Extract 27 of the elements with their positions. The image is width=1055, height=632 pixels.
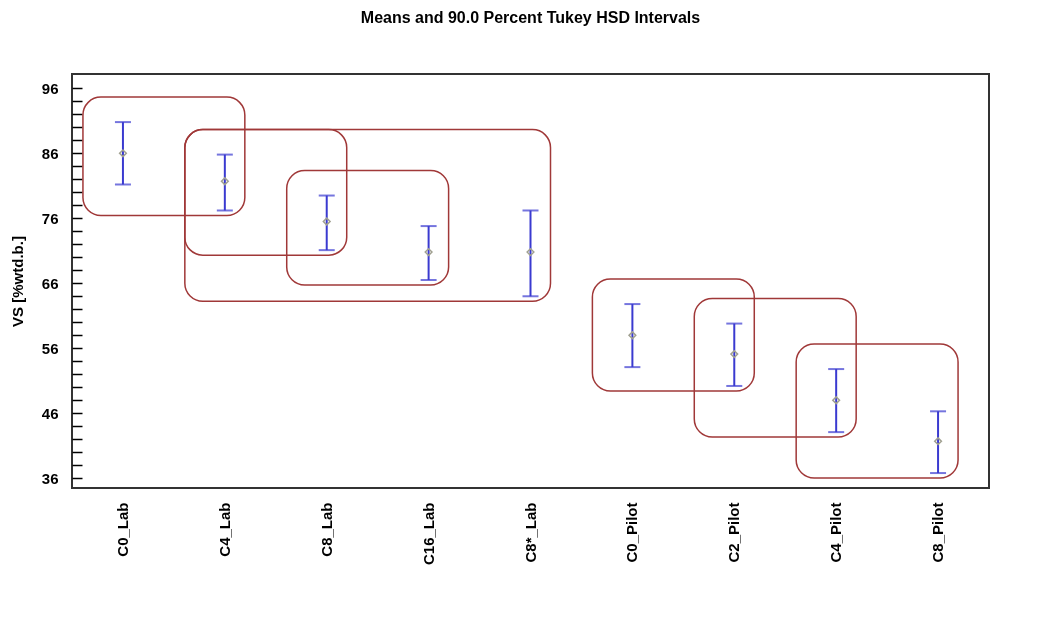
- y-tick-label: 66: [41, 274, 59, 292]
- x-tick-label: C8_Pilot: [929, 502, 947, 563]
- point: [118, 149, 128, 158]
- y-tick-label: 46: [41, 404, 59, 422]
- chart-title: Means and 90.0 Percent Tukey HSD Intervals: [360, 9, 701, 26]
- point: [832, 396, 841, 405]
- point: [220, 177, 229, 186]
- x-tick-label: C4_Lab: [215, 502, 233, 557]
- x-tick-label: C0_Pilot: [623, 502, 641, 563]
- point: [730, 350, 739, 359]
- x-tick-label: C0_Lab: [113, 502, 131, 557]
- x-tick-label: C16_Lab: [419, 502, 437, 566]
- point: [424, 247, 433, 257]
- y-axis-title: VS [%wtd.b.]: [8, 236, 26, 327]
- point: [933, 437, 943, 446]
- point: [322, 217, 331, 226]
- point: [628, 331, 637, 340]
- y-tick-label: 36: [41, 469, 59, 487]
- x-tick-label: C8_Lab: [317, 502, 335, 557]
- y-tick-label: 86: [41, 144, 59, 162]
- y-tick-label: 76: [41, 209, 59, 227]
- y-tick-label: 96: [41, 79, 59, 97]
- x-tick-label: C8*_Lab: [521, 502, 539, 563]
- x-tick-label: C4_Pilot: [827, 502, 845, 563]
- point: [526, 247, 535, 257]
- x-tick-label: C2_Pilot: [725, 502, 743, 563]
- y-tick-label: 56: [41, 339, 59, 357]
